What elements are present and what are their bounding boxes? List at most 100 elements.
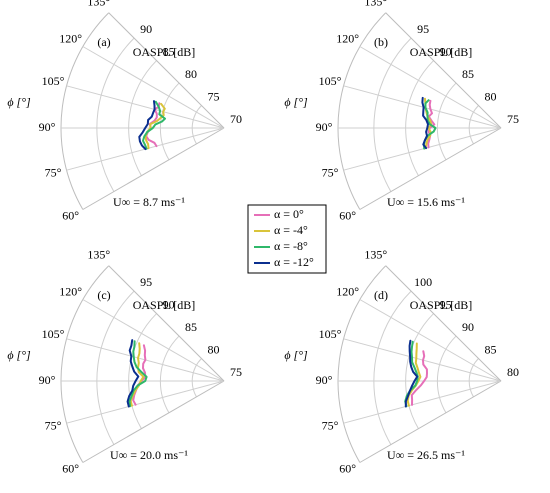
angle-tick-label: 90° [316,373,333,387]
series-line-4 [421,96,429,150]
radial-tick-label: 70 [230,112,242,126]
outer-arc [337,265,387,463]
radial-tick-label: 85 [185,320,197,334]
radial-tick-label: 75 [507,112,519,126]
angular-gridline [82,127,225,210]
angle-tick-label: 135° [364,0,387,9]
radial-gridline [468,105,479,145]
panel-label: (a) [97,35,110,49]
angular-gridline [108,265,225,382]
angle-tick-label: 120° [336,31,359,45]
angle-tick-label: 75° [45,419,62,433]
angle-tick-label: 60° [62,208,79,222]
panel-label: (b) [374,35,388,49]
angle-axis-label: ϕ [°] [284,348,308,362]
radial-gridline [128,60,157,176]
angle-tick-label: 105° [42,74,65,88]
angle-tick-label: 120° [59,31,82,45]
polar-panel-1: 60° 75° 90° 105° 120° 135° 70 75 80 85 90 OASPL [dB… [7,0,242,222]
angle-tick-label: 75° [45,166,62,180]
radial-tick-label: 95 [140,275,152,289]
velocity-annotation: U∞ = 20.0 ms⁻¹ [110,448,188,462]
angle-tick-label: 90° [39,373,56,387]
angle-tick-label: 90° [39,120,56,134]
radial-tick-label: 90 [440,44,452,58]
angular-gridline [359,127,502,210]
radial-gridline [191,358,202,398]
polar-panel-3: 60° 75° 90° 105° 120° 135° 75 80 85 90 95 OASPL [dB… [7,248,242,476]
series-line-3 [142,100,166,150]
outer-arc [60,12,110,210]
radial-tick-label: 80 [507,365,519,379]
radial-tick-label: 75 [230,365,242,379]
series-line-4 [126,339,140,408]
radial-tick-label: 90 [462,320,474,334]
angle-tick-label: 75° [322,419,339,433]
radial-gridline [436,335,457,414]
radial-gridline [436,82,457,161]
angular-gridline [66,380,225,424]
legend-box [247,204,327,274]
series-line-4 [138,100,156,151]
angular-gridline [66,85,225,129]
series-line-3 [128,340,148,408]
radial-gridline [159,335,180,414]
angle-tick-label: 135° [364,248,387,262]
angle-tick-label: 60° [62,461,79,475]
legend-label: α = 0° [274,207,304,221]
radial-tick-label: 95 [417,22,429,36]
radial-axis-label: OASPL [dB] [410,298,473,312]
angle-tick-label: 120° [336,284,359,298]
radial-tick-label: 80 [208,342,220,356]
velocity-annotation: U∞ = 15.6 ms⁻¹ [387,195,465,209]
series-line-1 [427,99,436,149]
angular-gridline [343,85,502,129]
series-line-4 [404,339,419,408]
velocity-annotation: U∞ = 26.5 ms⁻¹ [387,448,465,462]
panel-label: (d) [374,288,388,302]
radial-gridline [96,37,135,192]
radial-gridline [159,82,180,161]
series-line-2 [129,342,145,407]
angular-gridline [359,299,502,382]
radial-tick-label: 75 [208,89,220,103]
angular-gridline [385,265,502,382]
radial-axis-label: OASPL [dB] [133,298,196,312]
angular-gridline [359,46,502,129]
legend-label: α = -8° [274,239,308,253]
polar-panel-4: 60° 75° 90° 105° 120° 135° 80 85 90 95 100 OASPL [d… [284,248,519,476]
outer-arc [60,265,110,463]
angle-tick-label: 90° [316,120,333,134]
radial-tick-label: 85 [485,342,497,356]
outer-arc [337,12,387,210]
radial-tick-label: 100 [414,275,432,289]
radial-tick-label: 80 [485,89,497,103]
angular-gridline [82,46,225,129]
angle-tick-label: 105° [319,74,342,88]
radial-tick-label: 85 [163,44,175,58]
legend: α = 0° α = -4° α = -8° α = -12° [247,204,327,274]
radial-gridline [96,290,135,445]
velocity-annotation: U∞ = 8.7 ms⁻¹ [113,195,185,209]
angular-gridline [82,380,225,463]
angular-gridline [82,299,225,382]
radial-tick-label: 95 [440,297,452,311]
angle-tick-label: 105° [319,327,342,341]
radial-gridline [191,105,202,145]
angular-gridline [108,12,225,129]
angle-tick-label: 60° [339,208,356,222]
angle-tick-label: 60° [339,461,356,475]
angular-gridline [343,380,502,424]
series-line-2 [144,102,166,150]
angle-tick-label: 75° [322,166,339,180]
radial-axis-label: OASPL [dB] [410,45,473,59]
radial-gridline [128,313,157,429]
radial-gridline [373,290,412,445]
radial-gridline [405,313,434,429]
angular-gridline [359,380,502,463]
radial-gridline [405,60,434,176]
radial-tick-label: 90 [140,22,152,36]
angular-gridline [343,127,502,171]
angular-gridline [385,12,502,129]
